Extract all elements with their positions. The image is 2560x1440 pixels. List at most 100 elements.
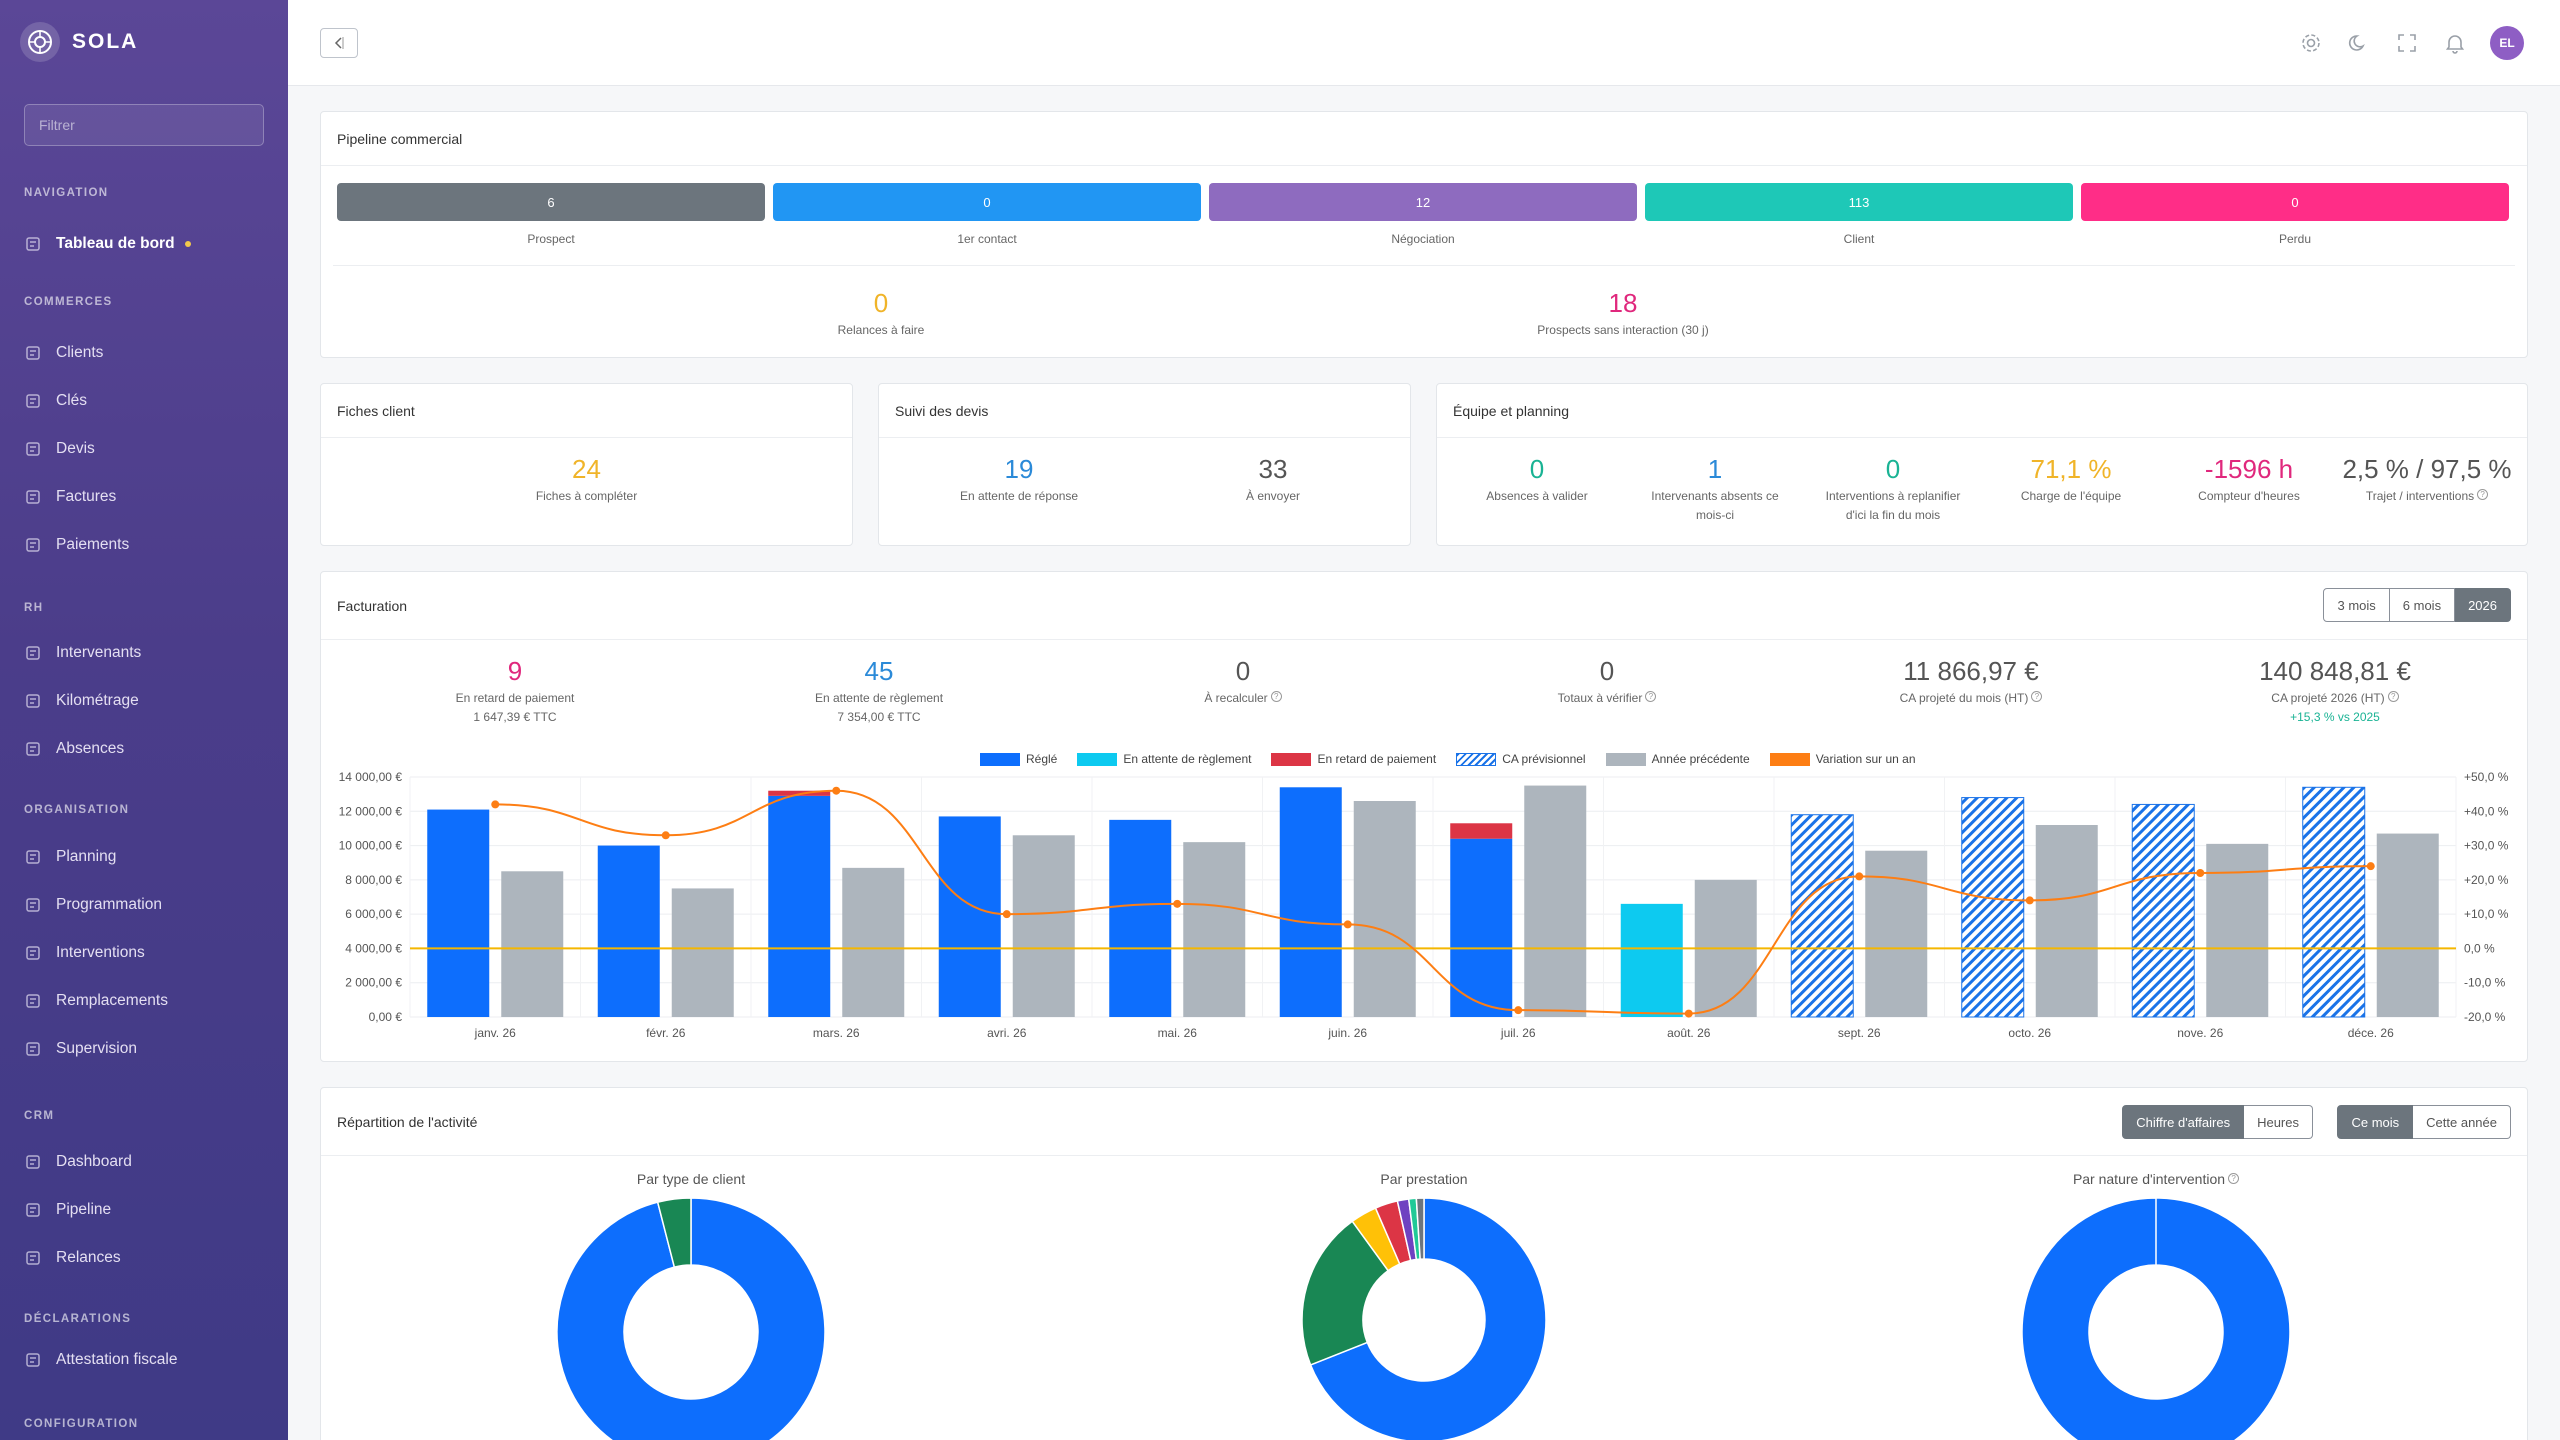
devis-stat[interactable]: 19 En attente de réponse [899, 454, 1139, 506]
equipe-stat[interactable]: 2,5 % / 97,5 % Trajet / interventions? [2339, 454, 2515, 506]
donut-chart [2021, 1197, 2291, 1440]
stat-label-text: CA projeté du mois (HT) [1899, 691, 2029, 705]
help-icon[interactable]: ? [2228, 1173, 2240, 1184]
stat-label: Totaux à vérifier? [1447, 689, 1767, 708]
donut-chart [556, 1197, 826, 1440]
variation-point [1002, 910, 1011, 919]
sidebar-item-label: Absences [56, 740, 125, 757]
equipe-stat[interactable]: 1 Intervenants absents ce mois-ci [1627, 454, 1803, 525]
facturation-stat[interactable]: 45 En attente de règlement 7 354,00 € TTC [719, 656, 1039, 726]
equipe-stat[interactable]: 0 Absences à valider [1449, 454, 1625, 506]
legend-item[interactable]: Variation sur un an [1769, 752, 1916, 766]
sidebar-item-factures[interactable]: Factures [24, 479, 274, 515]
bell-icon[interactable] [2442, 30, 2468, 56]
collapse-sidebar-button[interactable] [320, 28, 358, 58]
toggle-button[interactable]: Cette année [2413, 1105, 2511, 1139]
sidebar-item-label: Remplacements [56, 992, 168, 1009]
bar-ca-previsionnel [2131, 803, 2195, 1018]
sidebar-item-dashboard[interactable]: Dashboard [24, 1144, 274, 1180]
donut-slice[interactable] [2021, 1197, 2291, 1440]
pipeline-stage-bar[interactable]: 12 [1209, 183, 1637, 221]
pipeline-stage-bar[interactable]: 113 [1645, 183, 2073, 221]
facturation-stat[interactable]: 140 848,81 € CA projeté 2026 (HT)? +15,3 %… [2175, 656, 2495, 726]
pipeline-stat[interactable]: 18 Prospects sans interaction (30 j) [1323, 288, 1923, 340]
legend-item[interactable]: Réglé [980, 752, 1057, 766]
donut-slice[interactable] [656, 1197, 692, 1269]
help-icon[interactable]: ? [2031, 691, 2043, 702]
pipeline-stage-bar[interactable]: 0 [2081, 183, 2509, 221]
variation-point [1173, 899, 1182, 908]
equipe-stat[interactable]: 0 Interventions à replanifier d'ici la fin… [1805, 454, 1981, 525]
sidebar-item-interventions[interactable]: Interventions [24, 935, 274, 971]
sidebar-item-devis[interactable]: Devis [24, 431, 274, 467]
donut-slice[interactable] [1415, 1197, 1425, 1260]
legend-item[interactable]: En retard de paiement [1271, 752, 1436, 766]
pipeline-stat[interactable]: 0 Relances à faire [581, 288, 1181, 340]
pipeline-stage-label: 1er contact [957, 232, 1017, 246]
facturation-stat[interactable]: 9 En retard de paiement 1 647,39 € TTC [355, 656, 675, 726]
gear-icon[interactable] [2298, 30, 2324, 56]
brand[interactable]: SOLA [20, 22, 138, 62]
fiches-stat[interactable]: 24 Fiches à compléter [321, 454, 852, 506]
avatar[interactable]: EL [2490, 26, 2524, 60]
sidebar-item-supervision[interactable]: Supervision [24, 1031, 274, 1067]
sidebar-item-cles[interactable]: Clés [24, 383, 274, 419]
sidebar-item-pipeline[interactable]: Pipeline [24, 1192, 274, 1228]
repeat-icon [24, 896, 42, 914]
equipe-stat[interactable]: -1596 h Compteur d'heures [2161, 454, 2337, 506]
period-button[interactable]: 6 mois [2389, 588, 2456, 622]
donut-slice[interactable] [556, 1197, 826, 1440]
equipe-stat[interactable]: 71,1 % Charge de l'équipe [1983, 454, 2159, 506]
sidebar-item-label: Tableau de bord [56, 235, 175, 252]
sidebar-item-remplacements[interactable]: Remplacements [24, 983, 274, 1019]
variation-point [2025, 896, 2034, 905]
facturation-stat[interactable]: 11 866,97 € CA projeté du mois (HT)? [1811, 656, 2131, 708]
sidebar-item-planning[interactable]: Planning [24, 839, 274, 875]
help-icon[interactable]: ? [1270, 691, 1282, 702]
stat-value: 9 [507, 656, 523, 686]
period-button[interactable]: 2026 [2455, 588, 2511, 622]
help-icon[interactable]: ? [1645, 691, 1657, 702]
stat-value: 1 [1707, 454, 1723, 484]
legend-swatch [980, 752, 1020, 766]
donut-slice[interactable] [1309, 1197, 1547, 1440]
legend-item[interactable]: CA prévisionnel [1456, 752, 1586, 766]
toggle-button[interactable]: Ce mois [2337, 1105, 2414, 1139]
sidebar-item-label: Paiements [56, 536, 130, 553]
bar-annee-precedente [842, 867, 905, 1017]
variation-point [491, 800, 500, 809]
sidebar-item-paiements[interactable]: Paiements [24, 527, 274, 563]
donut-slice[interactable] [1301, 1220, 1390, 1366]
pipeline-stage-bar[interactable]: 6 [337, 183, 765, 221]
period-button[interactable]: 3 mois [2323, 588, 2390, 622]
help-icon[interactable]: ? [2477, 489, 2489, 500]
sidebar-item-clients[interactable]: Clients [24, 335, 274, 371]
legend-item[interactable]: Année précédente [1605, 752, 1750, 766]
sidebar-item-attestation-fiscale[interactable]: Attestation fiscale [24, 1342, 274, 1378]
moon-icon[interactable] [2346, 30, 2372, 56]
toggle-button[interactable]: Heures [2244, 1105, 2313, 1139]
dollar-icon [24, 536, 42, 554]
pipeline-stage-label: Prospect [527, 232, 575, 246]
x-tick-label: juin. 26 [1327, 1026, 1367, 1040]
y-tick-label: 14 000,00 € [339, 770, 403, 784]
legend-item[interactable]: En attente de règlement [1077, 752, 1251, 766]
sidebar-item-label: Interventions [56, 944, 145, 961]
variation-point [1855, 872, 1864, 881]
sidebar-item-absences[interactable]: Absences [24, 731, 274, 767]
fullscreen-icon[interactable] [2394, 30, 2420, 56]
sidebar-item-programmation[interactable]: Programmation [24, 887, 274, 923]
stat-label: À recalculer? [1083, 689, 1403, 708]
sidebar-item-tableau-de-bord[interactable]: Tableau de bord [24, 226, 274, 262]
devis-stat[interactable]: 33 À envoyer [1153, 454, 1393, 506]
pipeline-stage-bar[interactable]: 0 [773, 183, 1201, 221]
sidebar-item-kilometrage[interactable]: Kilométrage [24, 683, 274, 719]
filter-input[interactable] [24, 104, 264, 146]
sidebar-item-relances[interactable]: Relances [24, 1240, 274, 1276]
help-icon[interactable]: ? [2387, 691, 2399, 702]
facturation-stat[interactable]: 0 Totaux à vérifier? [1447, 656, 1767, 708]
toggle-button[interactable]: Chiffre d'affaires [2122, 1105, 2245, 1139]
sidebar-item-intervenants[interactable]: Intervenants [24, 635, 274, 671]
facturation-stat[interactable]: 0 À recalculer? [1083, 656, 1403, 708]
dashboard-icon [24, 235, 42, 253]
